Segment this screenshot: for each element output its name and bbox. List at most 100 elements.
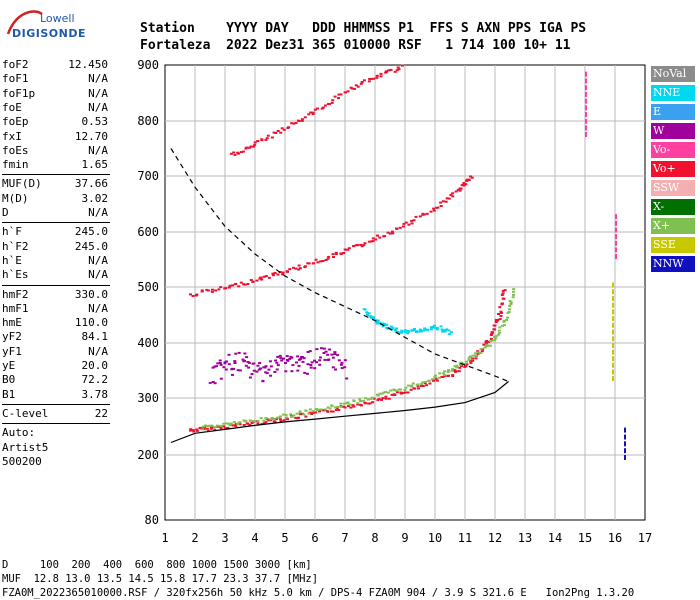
param-separator	[2, 222, 110, 224]
echo-mark	[303, 265, 307, 268]
echo-mark	[285, 270, 289, 273]
echo-mark	[337, 93, 341, 96]
echo-mark	[275, 361, 279, 364]
x-tick-label: 16	[608, 531, 622, 545]
interference-mark	[615, 227, 617, 233]
echo-mark	[276, 364, 280, 367]
echo-mark	[311, 111, 315, 114]
echo-mark	[189, 429, 192, 432]
y-tick-label: 600	[137, 225, 159, 239]
param-row: C-level 22	[2, 407, 108, 421]
echo-mark	[331, 410, 335, 413]
echo-mark	[366, 398, 370, 401]
digisonde-logo: Lowell DIGISONDE	[6, 6, 85, 46]
echo-mark	[314, 258, 318, 261]
echo-mark	[270, 136, 274, 139]
echo-mark	[252, 362, 256, 365]
interference-mark	[624, 441, 626, 447]
echo-mark	[247, 146, 251, 149]
echo-mark	[476, 352, 480, 355]
echo-mark	[371, 240, 375, 243]
echo-mark	[278, 418, 282, 421]
echo-mark	[467, 356, 471, 359]
echo-mark	[498, 306, 502, 309]
echo-mark	[324, 350, 328, 353]
echo-mark	[252, 369, 256, 372]
param-key: foF1p	[2, 86, 36, 100]
echo-mark	[213, 365, 217, 368]
param-separator	[2, 174, 110, 176]
echo-mark	[272, 131, 276, 134]
interference-mark	[612, 329, 614, 335]
echo-mark	[205, 288, 209, 291]
echo-mark	[339, 253, 343, 255]
echo-mark	[336, 354, 340, 357]
interference-mark	[612, 349, 614, 355]
echo-mark	[226, 426, 230, 429]
x-tick-label: 4	[251, 531, 258, 545]
echo-mark	[501, 324, 504, 327]
echo-mark	[222, 366, 226, 369]
echo-mark	[297, 416, 300, 419]
param-row: D N/A	[2, 206, 108, 220]
interference-mark	[612, 322, 614, 328]
echo-mark	[435, 328, 439, 331]
echo-mark	[425, 212, 429, 215]
param-row: M(D) 3.02	[2, 192, 108, 206]
echo-mark	[313, 108, 317, 111]
echo-mark	[219, 377, 223, 380]
echo-mark	[370, 77, 373, 80]
echo-mark	[458, 366, 462, 369]
echo-mark	[400, 331, 404, 334]
echo-mark	[423, 382, 427, 385]
param-row: B0 72.2	[2, 373, 108, 387]
echo-mark	[234, 425, 238, 428]
echo-mark	[274, 359, 278, 362]
interference-mark	[612, 309, 614, 315]
echo-mark	[463, 363, 467, 366]
param-key: foEs	[2, 143, 29, 157]
echo-mark	[505, 319, 509, 321]
echo-mark	[287, 126, 291, 129]
echo-mark	[410, 222, 414, 225]
echo-mark	[213, 426, 217, 429]
echo-mark	[313, 359, 316, 362]
echo-mark	[271, 274, 275, 277]
echo-mark	[227, 422, 231, 425]
echo-mark	[450, 369, 454, 372]
echo-mark	[288, 357, 292, 360]
echo-mark	[248, 419, 252, 422]
echo-mark	[459, 363, 462, 366]
echo-mark	[512, 290, 516, 293]
echo-mark	[388, 232, 392, 235]
echo-mark	[224, 287, 228, 290]
echo-mark	[503, 289, 507, 292]
echo-mark	[333, 351, 337, 354]
echo-mark	[339, 363, 343, 366]
footer-info: D 100 200 400 600 800 1000 1500 3000 [km…	[2, 558, 634, 600]
y-tick-label: 200	[137, 448, 159, 462]
echo-mark	[250, 145, 254, 148]
echo-mark	[381, 325, 385, 328]
param-value: 330.0	[74, 287, 108, 301]
echo-mark	[390, 328, 394, 330]
echo-mark	[299, 357, 303, 360]
echo-mark	[367, 80, 371, 83]
echo-mark	[300, 412, 304, 415]
echo-mark	[376, 394, 380, 397]
echo-mark	[318, 363, 322, 366]
echo-mark	[377, 397, 381, 400]
echo-mark	[264, 138, 268, 141]
echo-mark	[213, 429, 217, 431]
echo-mark	[337, 359, 341, 362]
echo-mark	[498, 318, 502, 321]
echo-mark	[438, 372, 442, 375]
x-tick-label: 6	[311, 531, 318, 545]
echo-mark	[395, 327, 399, 330]
echo-mark	[474, 354, 478, 357]
echo-mark	[253, 141, 257, 144]
echo-mark	[508, 300, 512, 303]
echo-mark	[208, 381, 212, 384]
echo-mark	[204, 424, 207, 427]
echo-mark	[284, 362, 287, 364]
